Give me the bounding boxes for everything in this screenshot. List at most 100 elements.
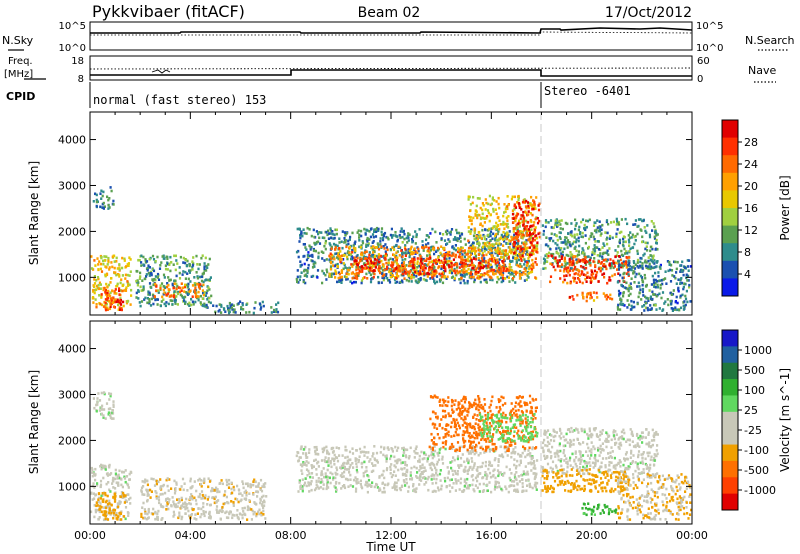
cell (532, 244, 535, 248)
cell (404, 460, 407, 464)
cell (169, 269, 172, 273)
cell (508, 239, 511, 242)
cell (655, 294, 658, 298)
cell (398, 233, 401, 237)
cell (162, 288, 165, 292)
cell (97, 263, 100, 266)
cell (661, 278, 664, 282)
cell (594, 276, 597, 279)
cell (622, 279, 625, 283)
cell (202, 283, 205, 287)
cell (241, 507, 244, 510)
cell (191, 295, 194, 298)
cell (184, 270, 187, 274)
cell (458, 266, 461, 269)
cell (507, 203, 510, 207)
cell (220, 311, 223, 314)
cell (572, 240, 575, 244)
cell (110, 503, 113, 507)
cell (403, 232, 406, 236)
cell (515, 251, 518, 255)
cell (118, 469, 121, 473)
cell (652, 303, 656, 307)
cell (262, 509, 265, 513)
cell (469, 253, 473, 256)
cell (680, 281, 684, 285)
cell (547, 254, 550, 258)
cell (518, 480, 521, 483)
cell (568, 241, 571, 244)
cell (441, 281, 445, 285)
cell (629, 285, 632, 289)
cell (644, 301, 648, 305)
cell (489, 234, 492, 238)
cell (494, 238, 497, 241)
cell (102, 259, 105, 263)
cell (641, 267, 644, 270)
cell (190, 493, 193, 496)
cell (514, 253, 517, 257)
cell (328, 275, 331, 278)
cell (501, 259, 504, 263)
cell (598, 220, 601, 223)
cell (315, 230, 318, 233)
cell (574, 218, 577, 222)
cell (452, 275, 455, 279)
cell (366, 262, 369, 265)
cell (124, 289, 128, 292)
cell (333, 264, 336, 268)
cell (440, 275, 443, 279)
cell (97, 268, 100, 271)
cell (600, 228, 603, 231)
cell (403, 265, 406, 268)
cell (611, 274, 614, 278)
cell (586, 293, 589, 296)
cell (625, 281, 628, 285)
cell (491, 196, 494, 199)
cell (200, 275, 203, 279)
cell (525, 199, 528, 203)
cell (173, 504, 176, 508)
cell (172, 500, 175, 503)
cell (180, 506, 183, 509)
cell (262, 513, 265, 516)
cell (616, 220, 619, 223)
cell (374, 266, 377, 269)
cell (609, 293, 612, 297)
cell (493, 243, 496, 246)
cell (112, 508, 115, 512)
cell (626, 299, 629, 302)
cell (476, 466, 479, 469)
cell (207, 278, 210, 282)
cell (524, 205, 528, 208)
cell (628, 261, 631, 265)
cell (579, 231, 582, 234)
cell (363, 227, 366, 231)
cell (372, 275, 375, 279)
cell (620, 283, 623, 287)
cell (179, 255, 182, 259)
cell (115, 517, 118, 520)
cell (558, 219, 561, 223)
cell (112, 417, 115, 420)
cell (108, 197, 111, 200)
cell (679, 264, 682, 267)
cell (483, 278, 486, 282)
cell (207, 495, 210, 499)
cell (227, 482, 231, 486)
cell (324, 456, 327, 459)
cell (497, 481, 500, 485)
cell (525, 219, 528, 223)
cell (127, 264, 130, 267)
cell (248, 492, 251, 495)
cell (218, 482, 221, 485)
cell (488, 257, 491, 261)
cell (107, 256, 110, 260)
cell (227, 486, 231, 489)
cell (343, 461, 346, 465)
cell (193, 496, 196, 500)
cell (180, 289, 183, 292)
cell (374, 235, 378, 238)
cell (563, 239, 566, 242)
cell (526, 470, 529, 474)
